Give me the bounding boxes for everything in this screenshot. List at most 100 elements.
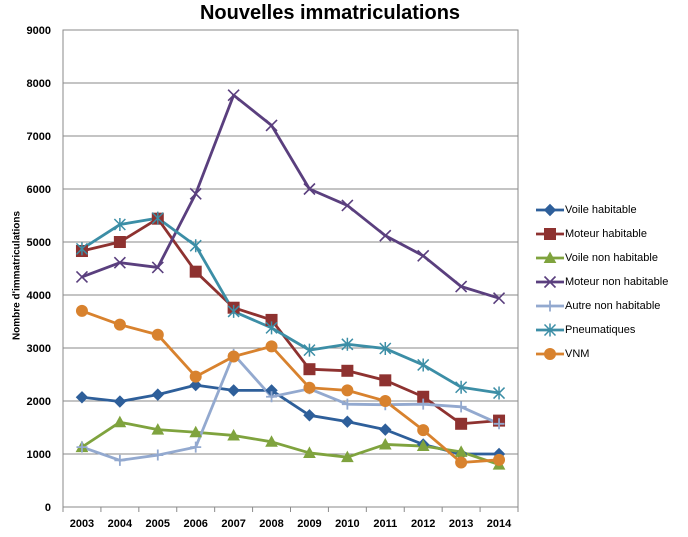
data-point [455, 280, 468, 293]
y-tick-label: 9000 [27, 25, 51, 37]
x-tick-label: 2011 [373, 518, 397, 530]
legend-swatch [536, 275, 564, 289]
data-point [151, 328, 164, 341]
legend-marker [544, 348, 556, 360]
data-point [113, 318, 126, 331]
legend-label: Autre non habitable [565, 300, 661, 312]
x-tick-label: 2005 [146, 518, 170, 530]
data-point [265, 321, 278, 335]
data-point [75, 304, 88, 317]
chart-title: Nouvelles immatriculations [199, 2, 461, 24]
legend-marker [543, 275, 557, 289]
legend-swatch [536, 203, 564, 217]
data-point [75, 270, 89, 284]
legend-marker [543, 203, 557, 217]
data-point [265, 119, 278, 132]
data-point [379, 229, 392, 242]
data-point [75, 391, 89, 404]
data-point [341, 384, 354, 397]
data-point [303, 343, 316, 357]
legend-label: Voile habitable [565, 204, 637, 216]
legend-item: Moteur habitable [535, 222, 685, 246]
data-point [151, 211, 164, 225]
x-tick-label: 2008 [259, 518, 283, 530]
y-tick-label: 2000 [27, 396, 51, 408]
data-point [189, 239, 202, 253]
data-point [379, 423, 392, 436]
legend-marker [543, 323, 557, 337]
data-point [417, 398, 429, 410]
data-point [455, 380, 468, 394]
x-tick-label: 2014 [487, 518, 512, 530]
legend-item: Voile non habitable [535, 246, 685, 270]
data-point [378, 437, 392, 450]
data-point [493, 418, 505, 430]
data-point [114, 454, 126, 466]
data-point [265, 340, 278, 353]
data-point [113, 236, 126, 248]
series-line [81, 93, 500, 300]
data-point [303, 381, 316, 394]
legend-swatch [536, 251, 564, 263]
data-point [455, 456, 468, 469]
data-point [341, 398, 353, 410]
data-point [227, 304, 240, 318]
x-tick-label: 2012 [411, 518, 435, 530]
x-tick-label: 2006 [183, 518, 207, 530]
legend-item: Pneumatiques [535, 318, 685, 342]
data-point [492, 292, 506, 305]
legend-item: Autre non habitable [535, 294, 685, 318]
data-point [341, 199, 354, 212]
chart-legend: Voile habitable Moteur habitable Voile non… [535, 198, 685, 366]
data-point [151, 423, 165, 435]
data-point [227, 350, 240, 363]
legend-swatch [536, 228, 564, 240]
legend-item: VNM [535, 342, 685, 366]
y-tick-label: 4000 [27, 290, 51, 302]
data-point [266, 391, 278, 403]
data-point [416, 439, 430, 452]
data-point [493, 453, 506, 466]
x-tick-label: 2003 [70, 518, 94, 530]
legend-item: Voile habitable [535, 198, 685, 222]
data-point [227, 384, 240, 397]
data-point [455, 401, 467, 413]
data-point [341, 415, 354, 428]
data-point [189, 187, 202, 200]
data-point [303, 409, 316, 422]
data-point [113, 395, 127, 408]
legend-label: Moteur habitable [565, 228, 647, 240]
data-point [454, 445, 468, 457]
series-line [81, 420, 500, 466]
data-point [151, 261, 164, 274]
legend-item: Moteur non habitable [535, 270, 685, 294]
series-line [81, 309, 500, 464]
y-tick-label: 5000 [27, 237, 51, 249]
data-point [341, 364, 354, 377]
x-tick-label: 2009 [297, 518, 321, 530]
y-tick-label: 3000 [27, 343, 51, 355]
data-point [76, 441, 88, 453]
y-tick-label: 7000 [27, 131, 51, 143]
x-tick-label: 2004 [108, 518, 133, 530]
data-point [341, 450, 354, 463]
data-point [227, 89, 240, 102]
data-point [189, 370, 202, 383]
data-point [417, 358, 430, 372]
data-point [417, 424, 430, 437]
data-point [303, 446, 316, 458]
data-point [493, 386, 506, 400]
data-point [265, 435, 278, 447]
y-tick-label: 6000 [27, 184, 51, 196]
plot-border [62, 29, 519, 508]
data-point [303, 182, 316, 196]
legend-marker [543, 251, 557, 263]
legend-label: Moteur non habitable [565, 276, 669, 288]
data-point [455, 417, 468, 430]
data-point [341, 337, 354, 351]
data-point [189, 265, 202, 278]
data-point [113, 415, 127, 428]
legend-swatch [536, 300, 564, 312]
